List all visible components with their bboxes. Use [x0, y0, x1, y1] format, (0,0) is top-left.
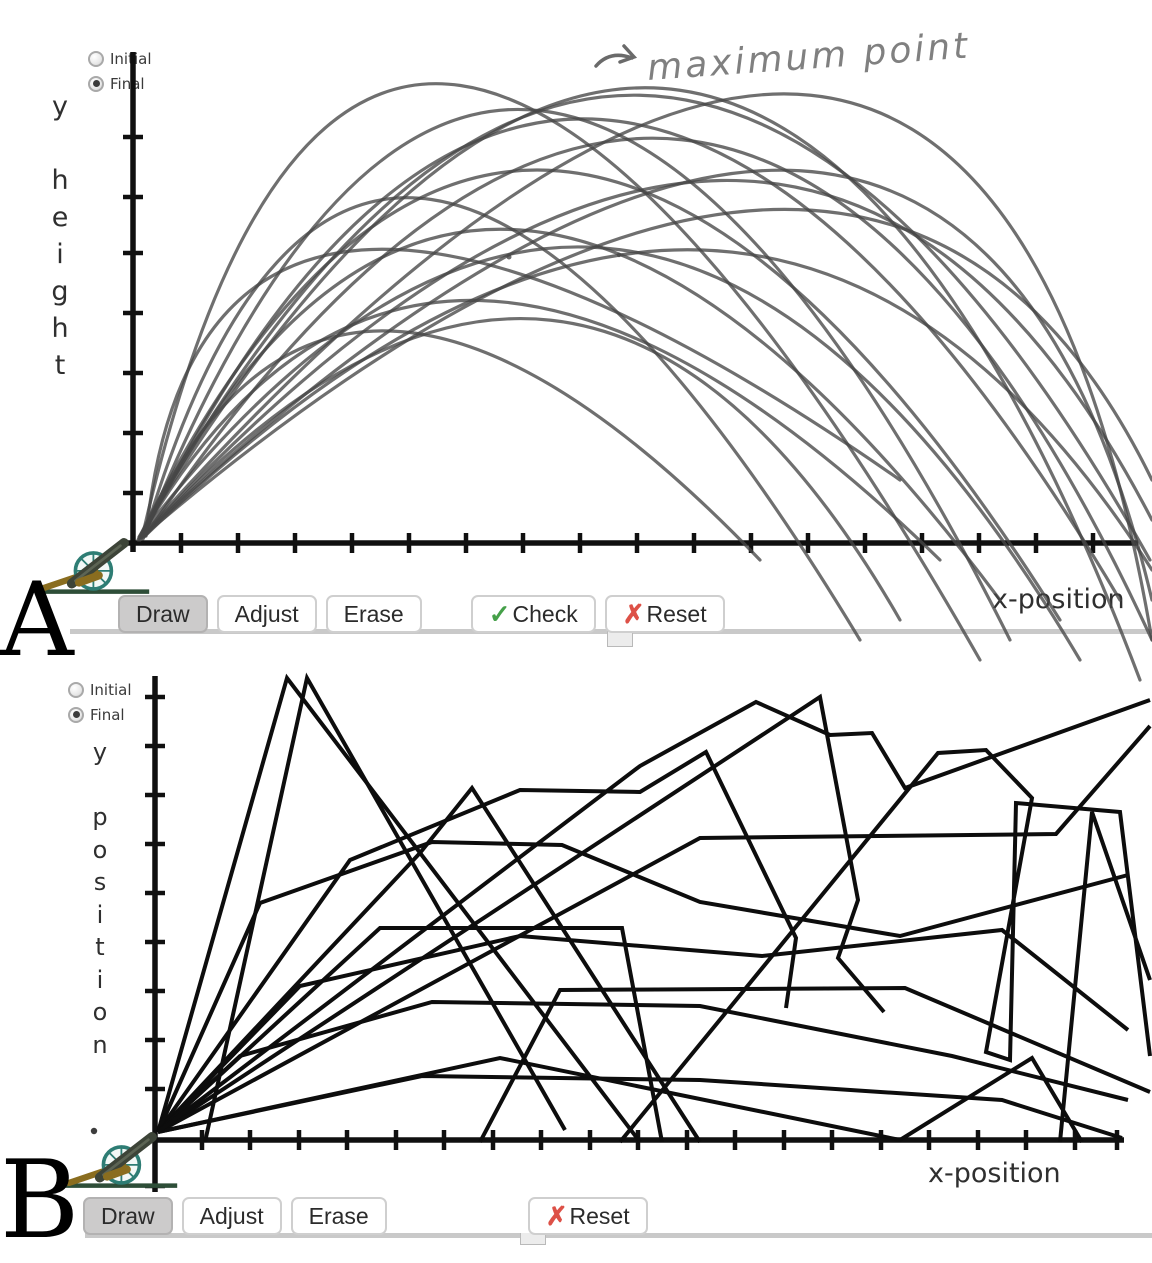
reset-button-b[interactable]: ✗ Reset: [527, 1197, 648, 1235]
cannon-icon-b: [64, 1137, 177, 1186]
radio-initial-b[interactable]: Initial: [68, 677, 132, 702]
radio-label-initial-a: Initial: [110, 49, 152, 68]
toolbar-b: Draw Adjust Erase ✗ Reset: [83, 1197, 657, 1235]
radio-circle-initial-a[interactable]: [88, 50, 104, 67]
adjust-button-a[interactable]: Adjust: [216, 595, 317, 633]
radio-label-final-a: Final: [110, 74, 145, 93]
radio-circle-initial-b[interactable]: [68, 681, 84, 698]
x-icon: ✗: [545, 1201, 568, 1231]
radio-final-b[interactable]: Final: [68, 702, 132, 727]
y-axis-label-b: y p o s i t i o n: [92, 738, 108, 1059]
reset-button-a[interactable]: ✗ Reset: [604, 595, 725, 633]
radio-initial-a[interactable]: Initial: [88, 46, 152, 71]
y-axis-label-a: y h e i g h t: [51, 91, 69, 381]
draw-button-b[interactable]: Draw: [83, 1197, 173, 1235]
radio-circle-final-b[interactable]: [68, 706, 84, 723]
annotation-arrow-scribble: [594, 44, 638, 68]
panel-letter-b: B: [0, 1138, 80, 1263]
radio-circle-final-a[interactable]: [88, 75, 104, 92]
student-drawn-trajectories-b: [90, 672, 1152, 1144]
check-button-a[interactable]: ✓ Check: [470, 595, 596, 633]
x-icon: ✗: [622, 599, 645, 629]
panel-letter-a: A: [0, 561, 74, 680]
radio-label-initial-b: Initial: [90, 680, 132, 699]
toolbar-a: Draw Adjust Erase ✓ Check ✗ Reset: [118, 595, 734, 633]
annotation-text: maximum point: [646, 26, 972, 89]
handwritten-annotation: maximum point: [594, 26, 972, 89]
erase-button-b[interactable]: Erase: [290, 1197, 387, 1235]
draw-button-a[interactable]: Draw: [118, 595, 208, 633]
radio-label-final-b: Final: [90, 705, 125, 724]
view-toggle-a: Initial Final: [88, 46, 152, 96]
radio-final-a[interactable]: Final: [88, 71, 152, 96]
x-axis-label-b: x-position: [928, 1158, 1061, 1189]
erase-button-a[interactable]: Erase: [325, 595, 422, 633]
view-toggle-b: Initial Final: [68, 677, 132, 727]
check-icon: ✓: [488, 599, 511, 629]
x-axis-label-a: x-position: [992, 584, 1125, 615]
panel-divider-b: [85, 1233, 1152, 1238]
adjust-button-b[interactable]: Adjust: [181, 1197, 282, 1235]
